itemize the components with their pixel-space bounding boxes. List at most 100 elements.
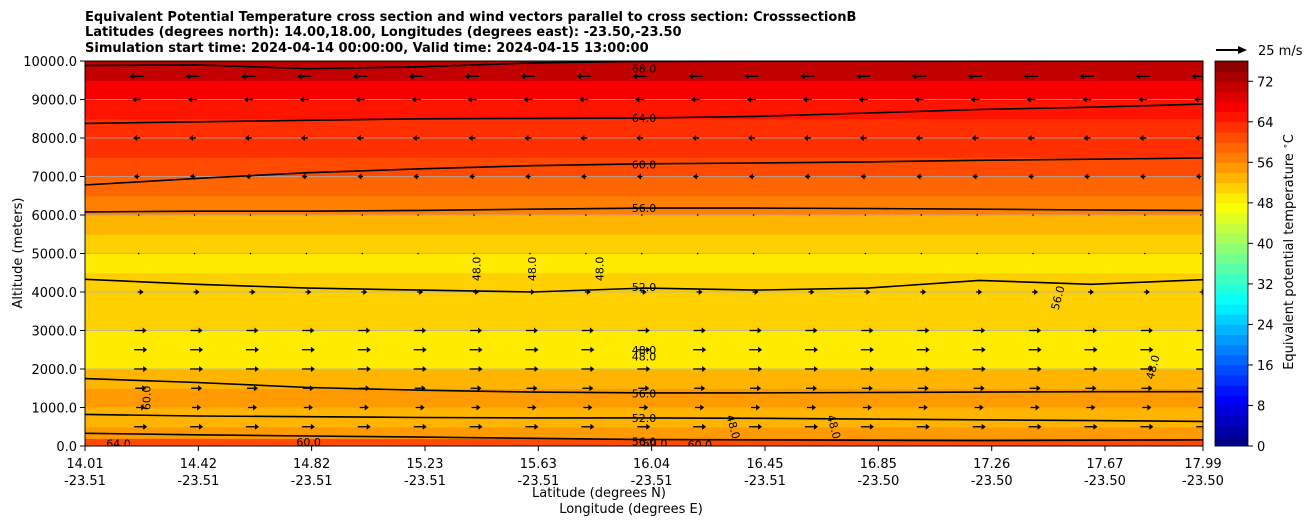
- wind-vector-head: [129, 73, 134, 80]
- contour-label: 60.0: [688, 438, 713, 451]
- wind-vector-head: [1149, 346, 1154, 353]
- colorbar-segment: [1215, 91, 1248, 103]
- wind-vector: [470, 327, 483, 334]
- wind-vector-head: [981, 423, 986, 430]
- wind-vector-head: [758, 366, 763, 372]
- wind-vector-head: [188, 96, 193, 103]
- wind-vector: [972, 366, 986, 372]
- wind-vector-head: [532, 404, 537, 411]
- wind-vector: [696, 252, 699, 255]
- wind-vector-head: [924, 385, 929, 392]
- wind-vector: [136, 404, 146, 411]
- x-axis: 14.01 -23.51 14.42 -23.51 14.82 -23.51 15.23 -2…: [64, 446, 1224, 489]
- wind-vector: [637, 346, 651, 353]
- wind-vector-head: [925, 346, 930, 353]
- wind-vector: [1194, 96, 1203, 103]
- wind-vector: [244, 135, 252, 141]
- wind-vector: [696, 289, 703, 295]
- wind-vector-head: [1148, 327, 1153, 334]
- colorbar-segment: [1215, 273, 1248, 285]
- contour-label: 64.0: [632, 112, 657, 125]
- wind-vector-head: [534, 423, 539, 430]
- wind-vector-head: [1084, 173, 1089, 180]
- wind-vector: [1139, 135, 1147, 141]
- wind-vector-head: [915, 135, 920, 141]
- wind-vector-head: [468, 135, 473, 141]
- wind-vector-head: [141, 404, 146, 411]
- wind-vector: [356, 135, 364, 141]
- x-tick-label-lat: 14.42: [180, 457, 217, 472]
- wind-vector-head: [189, 135, 194, 141]
- colorbar-frame: [1214, 60, 1249, 447]
- isoline: [85, 207, 1203, 213]
- title-line-3: Simulation start time: 2024-04-14 00:00:…: [85, 41, 649, 56]
- wind-vector: [800, 73, 815, 80]
- colorbar-segment: [1215, 314, 1248, 325]
- wind-vector: [920, 289, 927, 295]
- wind-vector: [249, 214, 252, 216]
- colorbar-segment: [1215, 162, 1248, 173]
- y-tick-label: 8000.0: [32, 132, 78, 147]
- wind-vector-head: [1205, 347, 1209, 353]
- wind-vector: [749, 366, 763, 372]
- y-axis: 0.0 1000.0 2000.0 3000.0 4000.0 5000.0 6000.0 7…: [23, 55, 85, 455]
- wind-vector: [576, 73, 591, 80]
- wind-vector: [976, 214, 978, 216]
- wind-vector: [357, 346, 371, 353]
- title-line-1: Equivalent Potential Temperature cross s…: [85, 10, 856, 25]
- wind-vector: [193, 252, 196, 255]
- wind-vector: [971, 135, 979, 141]
- wind-vector-head: [469, 173, 474, 180]
- y-tick-label: 10000.0: [23, 55, 77, 70]
- wind-vector: [748, 173, 755, 180]
- wind-vector-head: [422, 366, 427, 372]
- wind-vector: [190, 346, 204, 353]
- wind-vector: [973, 385, 985, 392]
- colorbar-segment: [1215, 111, 1248, 123]
- x-tick-label-lon: -23.50: [971, 474, 1013, 489]
- wind-vector-head: [803, 135, 808, 141]
- wind-vector-head: [297, 73, 302, 80]
- wind-vector: [246, 385, 258, 392]
- wind-vector: [968, 73, 983, 80]
- wind-vector: [305, 214, 308, 216]
- wind-vector: [639, 404, 649, 411]
- wind-vector-head: [366, 327, 371, 334]
- wind-vector: [1029, 327, 1042, 334]
- wind-vector-head: [366, 423, 371, 430]
- contour-label: 56.0: [632, 435, 657, 448]
- wind-vector-head: [754, 289, 759, 295]
- wind-vector: [412, 135, 420, 141]
- wind-vector-head: [478, 366, 483, 372]
- wind-vector: [804, 423, 818, 430]
- wind-vector-head: [199, 346, 204, 353]
- wind-vector-head: [310, 423, 315, 430]
- wind-vector-head: [1037, 366, 1042, 372]
- wind-vector-head: [588, 404, 593, 411]
- wind-vector-head: [925, 327, 930, 334]
- wind-vector-head: [1203, 405, 1207, 411]
- wind-vector-head: [465, 73, 470, 80]
- wind-vector-head: [1026, 96, 1031, 103]
- colorbar-segment: [1215, 304, 1248, 315]
- wind-vector: [802, 96, 812, 103]
- wind-vector-head: [590, 366, 595, 372]
- wind-vector-head: [520, 73, 525, 80]
- colorbar-segment: [1215, 405, 1248, 417]
- wind-vector-head: [692, 135, 697, 141]
- x-tick-label-lat: 17.67: [1086, 457, 1123, 472]
- wind-vector-head: [133, 135, 138, 141]
- wind-vector-head: [867, 404, 872, 411]
- wind-vector: [1084, 346, 1098, 353]
- wind-vector: [473, 289, 480, 295]
- wind-vector: [357, 173, 364, 180]
- wind-vector: [1028, 346, 1042, 353]
- wind-vector: [974, 404, 984, 411]
- wind-vector-head: [636, 135, 641, 141]
- wind-vector: [637, 423, 651, 430]
- colorbar-tick-label: 40: [1257, 237, 1274, 252]
- wind-vector: [916, 346, 930, 353]
- colorbar-segment: [1215, 385, 1248, 396]
- wind-vector-head: [356, 135, 361, 141]
- wind-vector: [805, 327, 818, 334]
